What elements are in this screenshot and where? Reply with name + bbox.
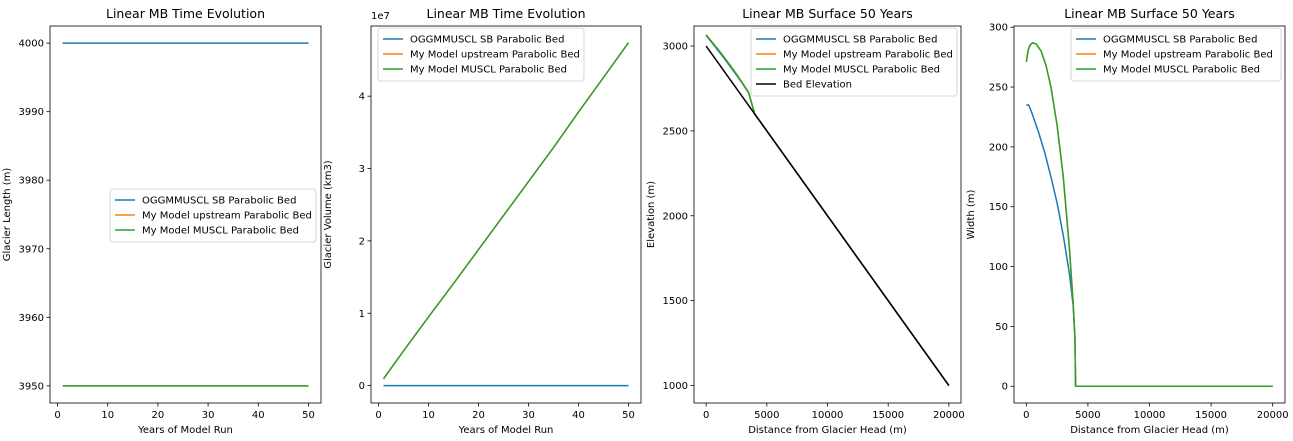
y-tick-label: 50 [995,322,1008,333]
chart-title: Linear MB Time Evolution [426,6,585,21]
y-tick-label: 2 [359,236,365,247]
x-tick-label: 40 [252,410,265,421]
legend-entry: My Model upstream Parabolic Bed [142,211,312,222]
y-tick-label: 4 [359,92,365,103]
x-tick-label: 0 [1023,410,1029,421]
x-tick-label: 0 [375,410,381,421]
y-tick-label: 3970 [19,244,44,255]
y-tick-label: 150 [989,202,1008,213]
series-line-3 [705,34,950,386]
chart-title: Linear MB Surface 50 Years [742,6,913,21]
legend-box [1070,27,1282,82]
y-tick-label: 200 [989,142,1008,153]
x-tick-label: 20 [152,410,165,421]
y-tick-label: 3960 [19,313,44,324]
x-tick-label: 40 [572,410,585,421]
y-tick-label: 0 [1002,382,1008,393]
y-tick-label: 4000 [19,39,44,50]
y-tick-label: 3950 [19,381,44,392]
x-tick-label: 30 [522,410,535,421]
legend: OGGMMUSCL SB Parabolic Bed My Model upstr… [750,27,958,97]
legend: OGGMMUSCL SB Parabolic Bed My Model upstr… [109,188,317,243]
y-axis-label: Width (m) [966,190,977,240]
y-tick-label: 2500 [663,126,688,137]
legend-entry: My Model MUSCL Parabolic Bed [142,226,299,237]
series-line-2 [1025,42,1273,387]
chart-title: Linear MB Time Evolution [106,6,265,21]
x-tick-label: 20 [472,410,485,421]
axes-frame [49,25,322,404]
series-line-1 [1026,104,1273,387]
chart-panel-2: 0 10 20 30 40 50 0 1 2 3 4 1e7 Linear MB Time Evolut… [323,6,642,436]
x-axis-label: Years of Model Run [458,425,554,436]
y-tick-label: 1000 [663,381,688,392]
y-tick-label: 3990 [19,107,44,118]
x-tick-label: 15000 [1195,410,1227,421]
y-tick-label: 100 [989,262,1008,273]
legend-entry: My Model MUSCL Parabolic Bed [410,65,567,76]
legend-entry: Bed Elevation [783,80,852,91]
legend-entry: OGGMMUSCL SB Parabolic Bed [142,196,296,207]
x-tick-label: 20000 [1257,410,1289,421]
legend-entry: OGGMMUSCL SB Parabolic Bed [1103,35,1257,46]
y-tick-label: 250 [989,83,1008,94]
legend-box [377,27,585,82]
legend-entry: OGGMMUSCL SB Parabolic Bed [783,35,937,46]
legend-entry: My Model upstream Parabolic Bed [783,50,953,61]
x-axis-label: Years of Model Run [137,425,233,436]
legend-entry: My Model MUSCL Parabolic Bed [1103,65,1260,76]
y-tick-label: 3000 [663,42,688,53]
legend: OGGMMUSCL SB Parabolic Bed My Model upstr… [1070,27,1282,82]
y-tick-label: 0 [359,381,365,392]
x-tick-label: 20000 [933,410,965,421]
y-tick-label: 2000 [663,211,688,222]
chart-panel-4: 0 5000 10000 15000 20000 0 50 100 150 200 250 300 Li… [966,6,1289,436]
axes-frame [370,25,642,404]
x-tick-label: 5000 [754,410,779,421]
series-line-3 [1025,42,1273,387]
y-tick-label: 300 [989,23,1008,34]
y-offset-text: 1e7 [371,11,390,22]
series-line-3 [382,42,630,380]
legend-entry: My Model MUSCL Parabolic Bed [783,65,940,76]
chart-panel-3: 0 5000 10000 15000 20000 1000 1500 2000 2500 3000… [646,6,965,436]
x-tick-label: 10000 [812,410,844,421]
x-axis-label: Distance from Glacier Head (m) [748,425,907,436]
legend-entry: My Model upstream Parabolic Bed [1103,50,1273,61]
x-tick-label: 10 [101,410,114,421]
y-tick-label: 1500 [663,296,688,307]
y-tick-label: 3980 [19,176,44,187]
y-axis-label: Elevation (m) [646,181,657,248]
y-axis-label: Glacier Length (m) [2,168,13,262]
x-tick-label: 30 [202,410,215,421]
series-line-4 [705,45,950,386]
legend-entry: My Model upstream Parabolic Bed [410,50,580,61]
x-tick-label: 15000 [872,410,904,421]
chart-title: Linear MB Surface 50 Years [1064,6,1235,21]
x-tick-label: 10 [422,410,435,421]
y-tick-label: 1 [359,309,365,320]
axes-frame [1013,25,1286,404]
legend-box [109,188,317,243]
y-axis-label: Glacier Volume (km3) [323,160,334,269]
y-tick-label: 3 [359,164,365,175]
x-tick-label: 50 [302,410,315,421]
x-tick-label: 10000 [1134,410,1166,421]
x-tick-label: 0 [54,410,60,421]
x-axis-label: Distance from Glacier Head (m) [1070,425,1229,436]
legend-box [750,27,958,97]
chart-panel-1: 0 10 20 30 40 50 3950 3960 3970 3980 3990 4000 Linea… [2,6,322,436]
legend-entry: OGGMMUSCL SB Parabolic Bed [410,35,564,46]
x-tick-label: 0 [703,410,709,421]
legend: OGGMMUSCL SB Parabolic Bed My Model upstr… [377,27,585,82]
x-tick-label: 50 [622,410,635,421]
x-tick-label: 5000 [1075,410,1100,421]
